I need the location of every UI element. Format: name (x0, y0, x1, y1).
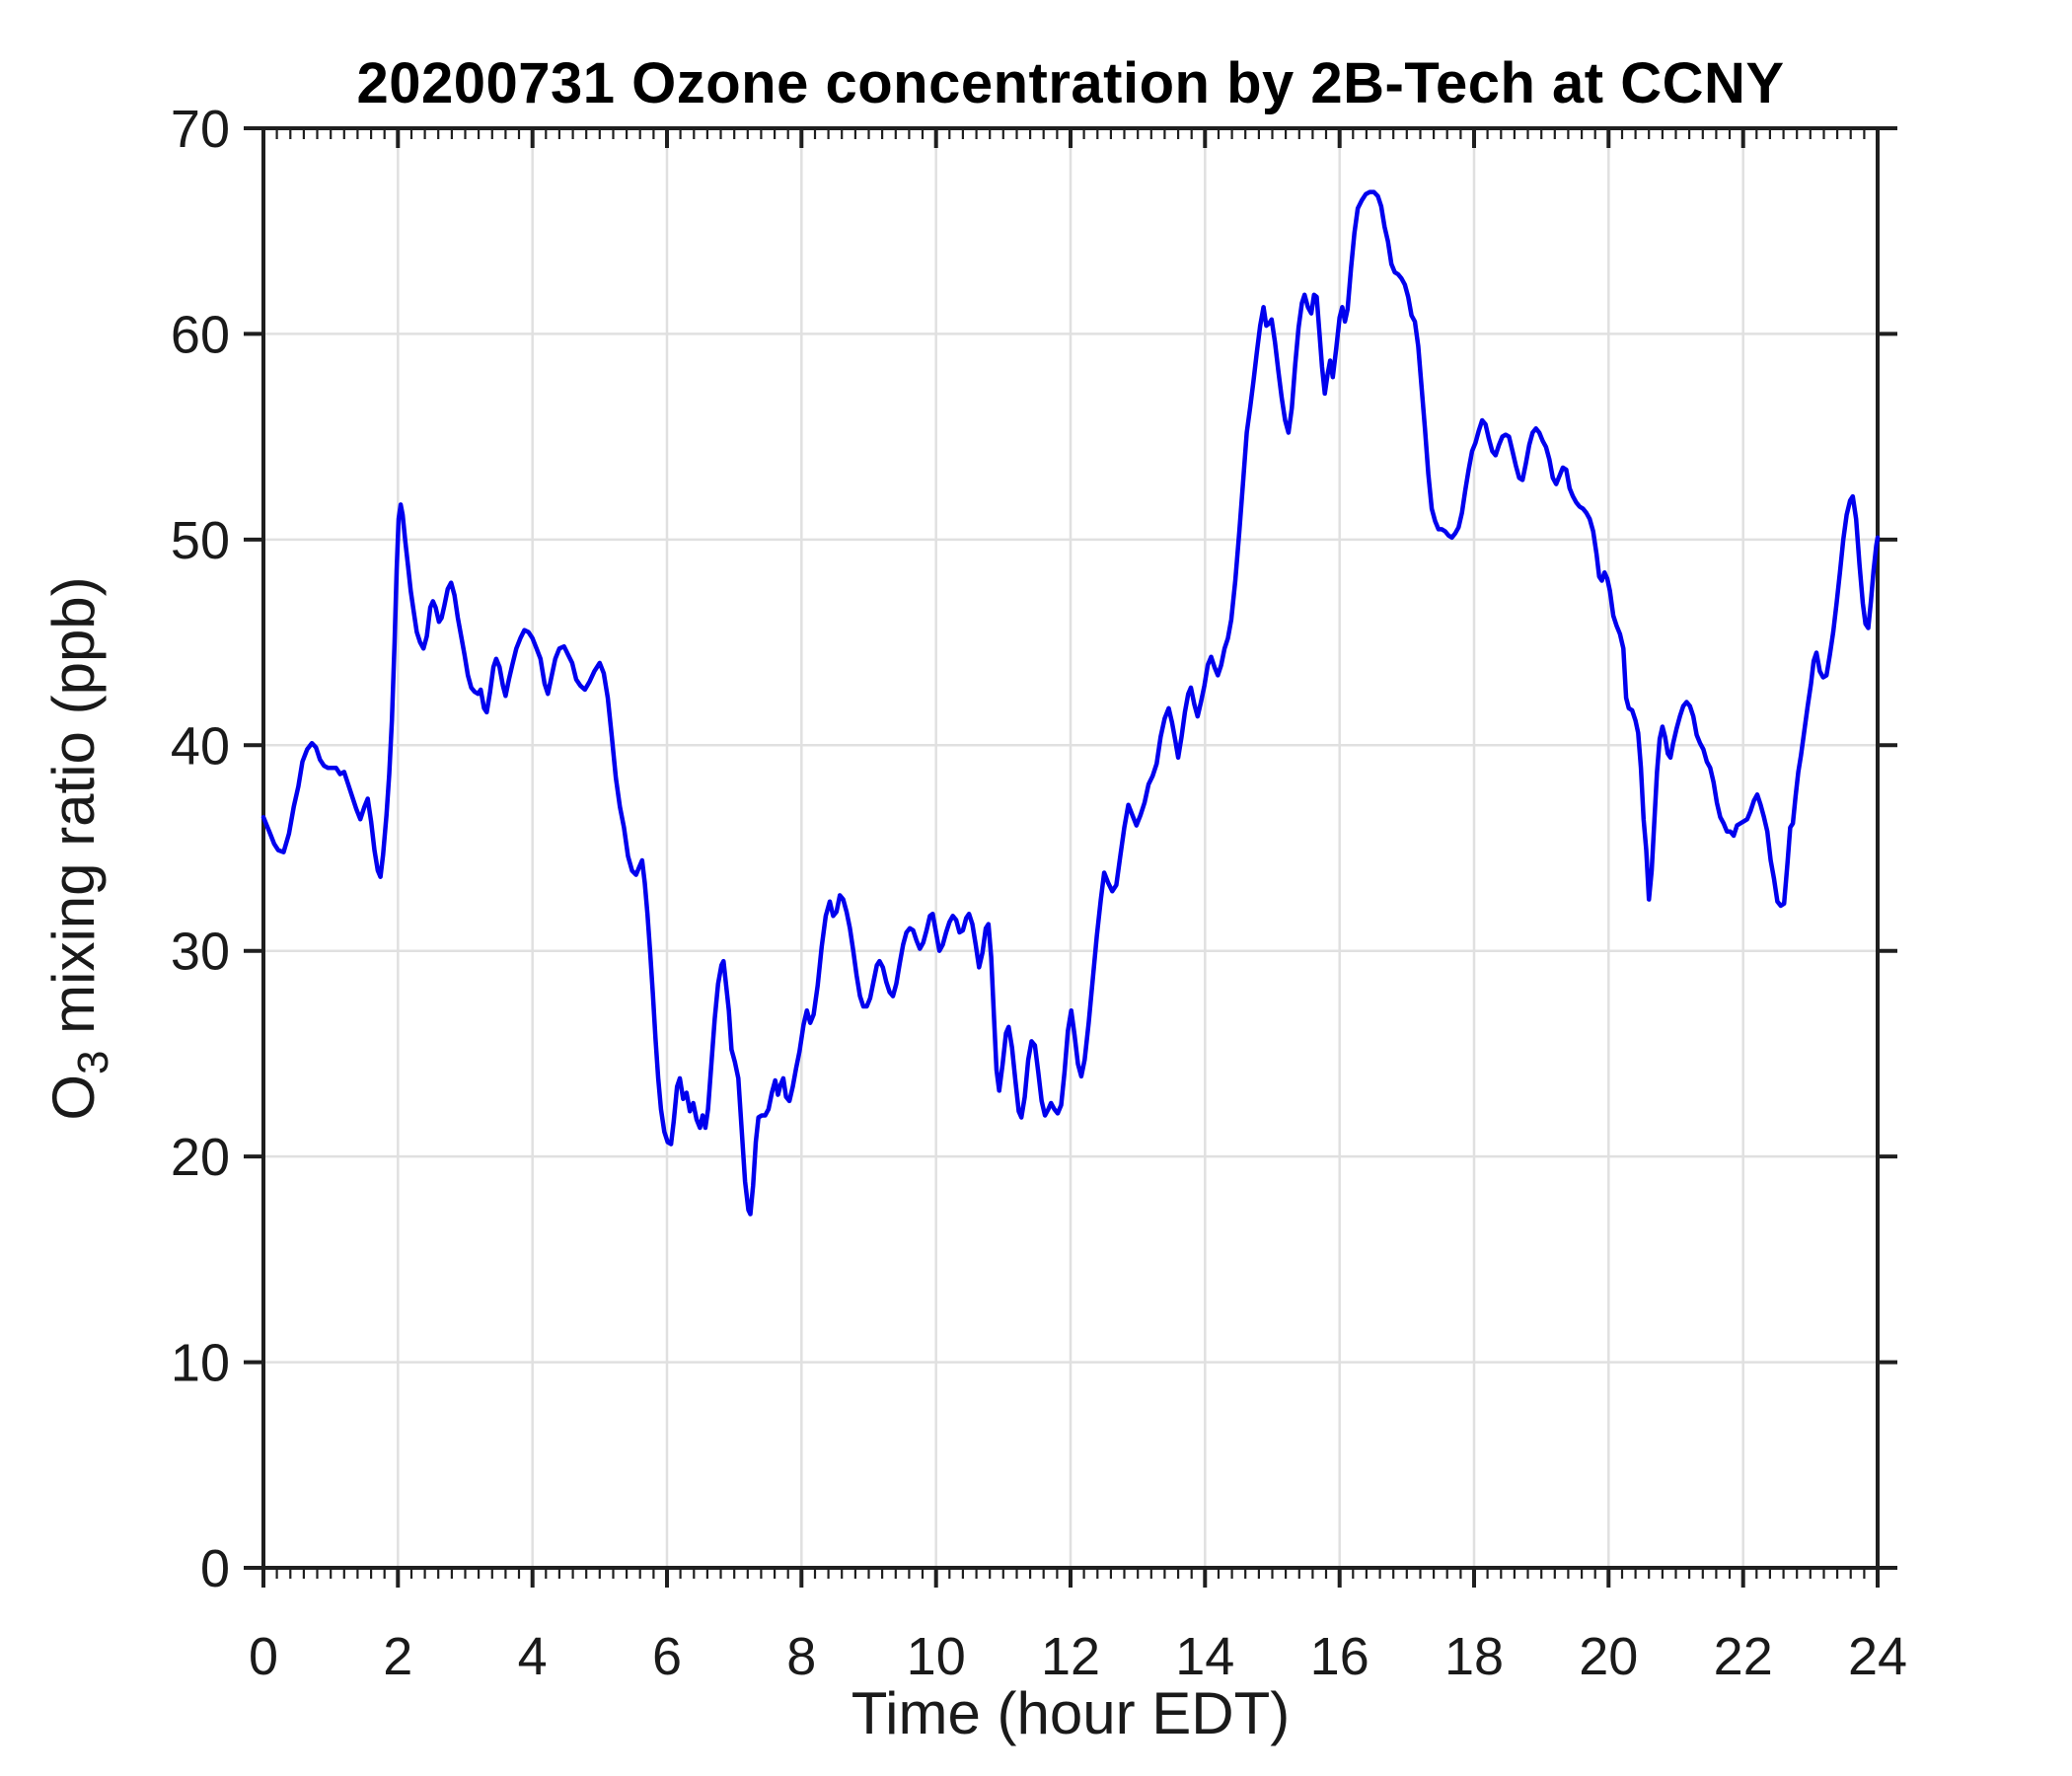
x-tick-label: 6 (652, 1627, 682, 1686)
minor-tick-path (275, 128, 1866, 1579)
y-tick-labels: 0 10 20 30 40 50 60 70 (171, 100, 230, 1598)
x-tick-label: 4 (518, 1627, 548, 1686)
x-tick-label: 16 (1310, 1627, 1369, 1686)
x-tick-label: 8 (786, 1627, 816, 1686)
y-tick-label: 70 (171, 100, 230, 159)
ozone-line (260, 189, 1881, 1217)
axis-major-ticks (244, 126, 1897, 1588)
x-tick-label: 18 (1444, 1627, 1504, 1686)
x-tick-label: 22 (1714, 1627, 1773, 1686)
x-tick-label: 24 (1848, 1627, 1907, 1686)
plot-box (261, 126, 1880, 1570)
y-tick-label: 30 (171, 923, 230, 982)
y-axis-label-element: O (40, 1074, 107, 1121)
x-tick-label: 10 (907, 1627, 966, 1686)
x-axis-label: Time (hour EDT) (851, 1680, 1291, 1746)
y-tick-label: 50 (171, 511, 230, 570)
y-axis-label-rest: mixing ratio (ppb) (40, 576, 107, 1050)
grid-path (263, 128, 1878, 1568)
x-tick-label: 12 (1041, 1627, 1100, 1686)
major-tick-path (244, 126, 1897, 1588)
y-tick-label: 10 (171, 1334, 230, 1393)
x-tick-label: 14 (1175, 1627, 1234, 1686)
y-axis-label-subscript: 3 (69, 1051, 117, 1074)
y-tick-label: 60 (171, 305, 230, 364)
gridlines (263, 128, 1878, 1568)
x-tick-label: 0 (249, 1627, 278, 1686)
x-minor-ticks (275, 128, 1866, 1579)
y-axis-label: O3 mixing ratio (ppb) (40, 576, 117, 1120)
y-tick-label: 40 (171, 716, 230, 776)
chart-title: 20200731 Ozone concentration by 2B-Tech … (356, 51, 1784, 115)
x-tick-label: 2 (383, 1627, 412, 1686)
y-tick-label: 0 (200, 1539, 230, 1598)
x-tick-label: 20 (1579, 1627, 1638, 1686)
y-tick-label: 20 (171, 1128, 230, 1187)
x-tick-labels: 0 2 4 6 8 10 12 14 16 18 20 22 24 (249, 1627, 1907, 1686)
